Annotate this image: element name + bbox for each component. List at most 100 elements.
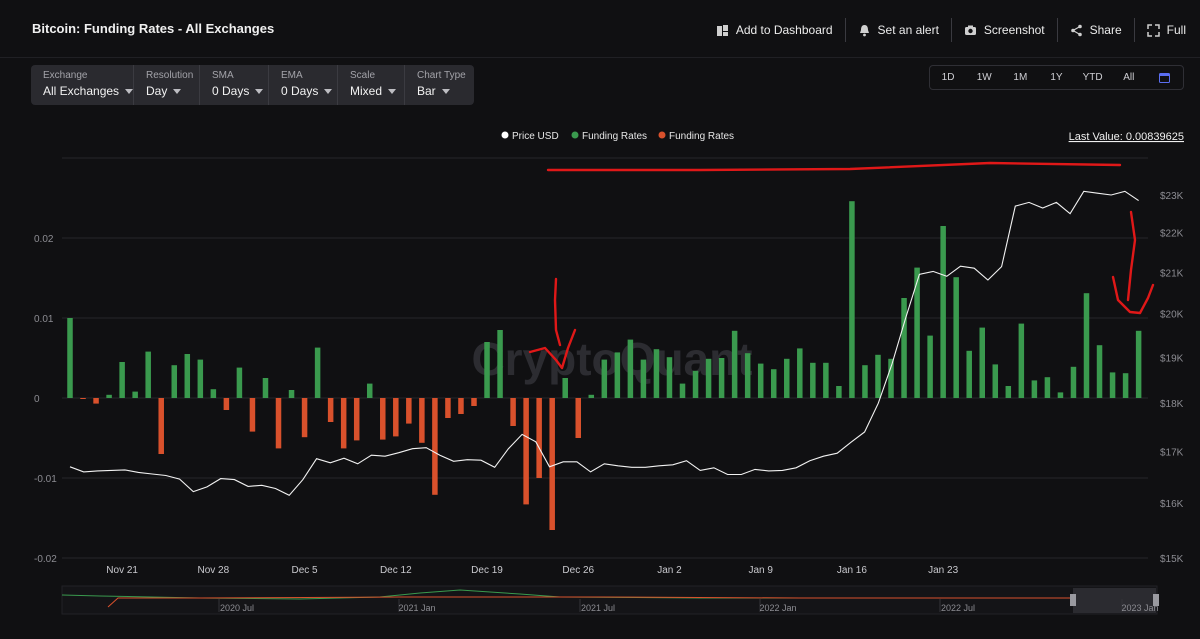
y-left-tick-label: 0.01 xyxy=(34,314,54,325)
funding-rate-bar xyxy=(1135,330,1142,398)
bell-icon xyxy=(859,24,869,36)
caret-down-icon xyxy=(255,88,264,94)
exchange-select[interactable]: Exchange All Exchanges xyxy=(31,65,134,105)
annotation-right-curve xyxy=(1111,275,1155,315)
navigator-left-handle[interactable] xyxy=(1070,594,1076,606)
funding-rate-bar xyxy=(484,342,490,398)
funding-rate-bar xyxy=(1083,293,1090,398)
funding-rate-bar xyxy=(314,347,321,398)
funding-rate-bar xyxy=(171,365,178,398)
caret-down-icon xyxy=(324,88,333,94)
scale-select[interactable]: Scale Mixed xyxy=(338,65,405,105)
range-all-button[interactable]: All xyxy=(1123,72,1135,83)
annotation-arrow-stem xyxy=(553,277,562,347)
legend-marker xyxy=(571,131,579,139)
chart-type-select[interactable]: Chart Type Bar xyxy=(405,65,474,105)
funding-rate-bar xyxy=(184,354,191,398)
funding-rate-bar xyxy=(353,398,360,441)
y-right-tick-label: $16K xyxy=(1160,499,1184,510)
navigator-label: 2020 Jul xyxy=(220,603,254,613)
range-1y-button[interactable]: 1Y xyxy=(1050,72,1063,83)
funding-rate-bar xyxy=(836,386,842,398)
funding-rate-bar xyxy=(1044,377,1051,398)
y-right-tick-label: $22K xyxy=(1160,229,1184,240)
set-alert-button[interactable]: Set an alert xyxy=(846,18,952,42)
funding-rate-bar xyxy=(875,354,881,398)
funding-rate-bar xyxy=(927,335,933,398)
range-1w-button[interactable]: 1W xyxy=(976,72,992,83)
funding-rate-bar xyxy=(627,339,634,398)
funding-rate-bar xyxy=(549,398,555,530)
funding-rate-bar xyxy=(705,358,712,398)
calendar-button[interactable] xyxy=(1147,72,1183,83)
funding-rate-bar xyxy=(1096,345,1103,398)
x-tick-label: Jan 16 xyxy=(837,565,867,576)
ema-select[interactable]: EMA 0 Days xyxy=(269,65,338,105)
funding-rate-bar xyxy=(445,398,451,418)
navigator-label: 2021 Jul xyxy=(581,603,615,613)
annotation-right-stroke xyxy=(1126,210,1137,302)
funding-rate-bar xyxy=(1018,323,1025,398)
y-left-tick-label: 0 xyxy=(34,394,40,405)
time-range-selector: 1D 1W 1M 1Y YTD All xyxy=(929,65,1184,90)
funding-rate-bar xyxy=(849,201,855,398)
funding-rate-bar xyxy=(601,359,608,398)
funding-rate-bar xyxy=(523,398,529,505)
screenshot-button[interactable]: Screenshot xyxy=(952,18,1058,42)
funding-rate-bar xyxy=(588,394,595,398)
range-navigator: 2020 Jul 2021 Jan 2021 Jul 2022 Jan 2022 Jul… xyxy=(61,585,1159,615)
exchange-label: Exchange xyxy=(43,70,88,81)
x-tick-label: Jan 2 xyxy=(657,565,682,576)
funding-rate-bar xyxy=(575,398,582,438)
annotation-top-line xyxy=(546,161,1122,172)
y-right-tick-label: $15K xyxy=(1160,554,1184,565)
annotation-arrow-head xyxy=(528,328,577,370)
funding-rate-bar xyxy=(757,363,764,398)
funding-rate-bar xyxy=(80,398,86,399)
legend-marker xyxy=(658,131,666,139)
x-tick-label: Jan 23 xyxy=(928,565,958,576)
funding-rate-bar xyxy=(784,358,790,398)
last-value-label: Last Value: 0.00839625 xyxy=(1069,131,1184,143)
funding-rate-bar xyxy=(275,398,282,449)
range-ytd-button[interactable]: YTD xyxy=(1082,72,1103,83)
funding-rate-bar xyxy=(536,398,542,478)
resolution-select[interactable]: Resolution Day xyxy=(134,65,200,105)
funding-rate-bar xyxy=(327,398,334,422)
funding-rate-bar xyxy=(770,369,777,398)
share-button[interactable]: Share xyxy=(1058,18,1135,42)
funding-rate-bar xyxy=(901,298,907,398)
legend-marker xyxy=(501,131,509,139)
navigator-label: 2021 Jan xyxy=(398,603,435,613)
navigator-selection xyxy=(1073,588,1156,613)
navigator-right-handle[interactable] xyxy=(1153,594,1159,606)
funding-rate-bar xyxy=(106,394,112,398)
funding-rate-bar xyxy=(366,383,373,398)
navigator-price-line xyxy=(107,596,1073,608)
funding-rate-bar xyxy=(471,398,477,406)
legend-label: Price USD xyxy=(512,131,559,142)
full-button[interactable]: Full xyxy=(1135,18,1186,42)
price-usd-line xyxy=(69,190,1139,496)
ema-value: 0 Days xyxy=(281,84,319,98)
funding-rate-bar xyxy=(914,267,920,398)
y-right-tick-label: $17K xyxy=(1160,448,1184,459)
range-1m-button[interactable]: 1M xyxy=(1013,72,1028,83)
funding-rate-bar xyxy=(93,398,99,404)
funding-rate-bar xyxy=(744,353,751,398)
funding-rate-bar xyxy=(249,398,256,432)
sma-select[interactable]: SMA 0 Days xyxy=(200,65,269,105)
funding-rate-bar xyxy=(731,330,738,398)
funding-rate-bar xyxy=(132,391,138,398)
funding-rate-bar xyxy=(236,367,243,398)
dashboard-icon xyxy=(716,24,728,36)
funding-rates-chart: CryptoQuant 0.02 0.01 0 -0.01 -0.02 $15K $16K $1… xyxy=(34,131,1184,615)
range-1d-button[interactable]: 1D xyxy=(941,72,955,83)
add-to-dashboard-label: Add to Dashboard xyxy=(735,23,833,37)
y-left-tick-label: -0.01 xyxy=(34,474,57,485)
funding-rate-bar xyxy=(666,357,673,398)
funding-rate-bar xyxy=(692,370,699,398)
add-to-dashboard-button[interactable]: Add to Dashboard xyxy=(704,18,846,42)
y-left-tick-label: -0.02 xyxy=(34,554,57,565)
chart-type-label: Chart Type xyxy=(417,70,466,81)
